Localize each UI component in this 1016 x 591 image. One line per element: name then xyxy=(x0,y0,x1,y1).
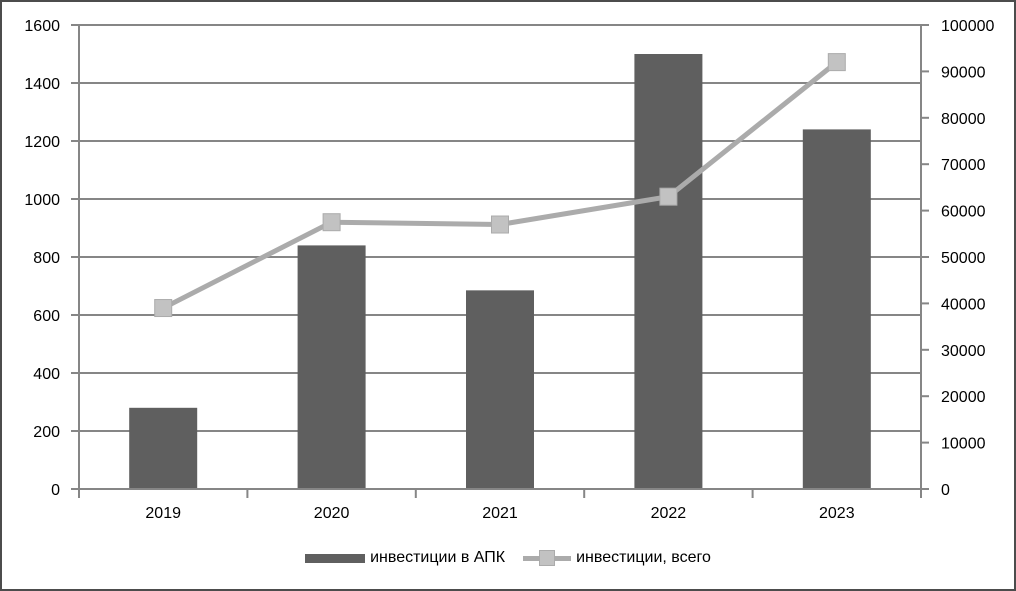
y-axis-right-label: 60000 xyxy=(941,204,986,221)
y-axis-right-label: 30000 xyxy=(941,343,986,360)
total-line xyxy=(162,60,839,311)
y-axis-left-label: 400 xyxy=(33,366,60,383)
x-axis-label: 2019 xyxy=(145,505,181,522)
x-axis-label: 2020 xyxy=(314,505,350,522)
bar-2021 xyxy=(466,290,534,489)
x-axis-label: 2023 xyxy=(819,505,855,522)
y-axis-left-label: 1400 xyxy=(24,76,60,93)
line-marker-2019 xyxy=(154,299,173,318)
y-axis-left-label: 1200 xyxy=(24,134,60,151)
legend-line-swatch-icon xyxy=(523,549,572,566)
legend-item-line-series: инвестиции, всего xyxy=(523,549,711,567)
legend: инвестиции в АПК инвестиции, всего xyxy=(2,546,1014,570)
y-axis-right-label: 70000 xyxy=(941,157,986,174)
y-axis-left-label: 200 xyxy=(33,424,60,441)
bar-2020 xyxy=(297,245,366,489)
legend-bar-swatch-icon xyxy=(305,553,366,563)
y-axis-right-label: 0 xyxy=(941,482,950,499)
y-axis-right-label: 50000 xyxy=(941,250,986,267)
legend-bar-label: инвестиции в АПК xyxy=(370,549,506,566)
line-marker-2020 xyxy=(322,213,341,232)
y-axis-right-label: 10000 xyxy=(941,436,986,453)
legend-item-bar-series: инвестиции в АПК xyxy=(305,549,505,567)
y-axis-right-label: 20000 xyxy=(941,389,986,406)
y-axis-right-label: 100000 xyxy=(941,18,994,35)
y-axis-right-label: 80000 xyxy=(941,111,986,128)
y-axis-left-label: 800 xyxy=(33,250,60,267)
y-axis-right-label: 40000 xyxy=(941,296,986,313)
bar-2022 xyxy=(634,54,703,489)
legend-square-marker-icon xyxy=(539,549,556,566)
line-marker-2022 xyxy=(659,187,678,206)
y-axis-right-label: 90000 xyxy=(941,64,986,81)
y-axis-left-label: 0 xyxy=(51,482,60,499)
x-axis-label: 2021 xyxy=(482,505,518,522)
x-axis-label: 2022 xyxy=(651,505,687,522)
legend-line-label: инвестиции, всего xyxy=(576,549,711,566)
line-marker-2023 xyxy=(827,53,846,72)
y-axis-left-label: 600 xyxy=(33,308,60,325)
line-marker-2021 xyxy=(491,215,509,234)
bar-2019 xyxy=(129,407,198,489)
bar-2023 xyxy=(802,129,871,489)
y-axis-left-label: 1600 xyxy=(24,18,60,35)
y-axis-left-label: 1000 xyxy=(24,192,60,209)
